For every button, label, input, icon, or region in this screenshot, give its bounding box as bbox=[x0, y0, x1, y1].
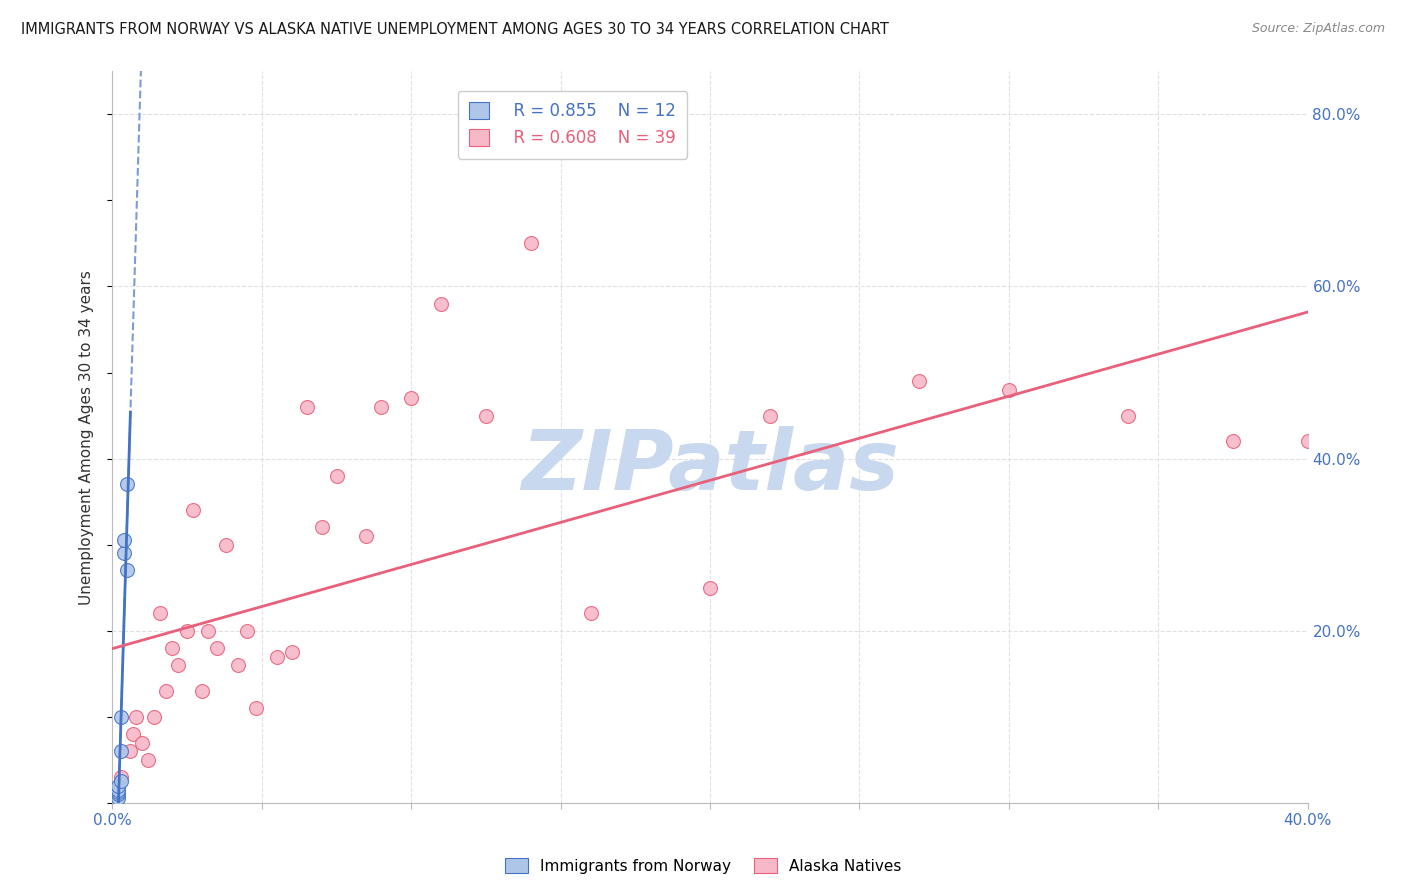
Point bbox=[167, 658, 190, 673]
Legend:   R = 0.855    N = 12,   R = 0.608    N = 39: R = 0.855 N = 12, R = 0.608 N = 39 bbox=[458, 91, 688, 159]
Text: Source: ZipAtlas.com: Source: ZipAtlas.com bbox=[1251, 22, 1385, 36]
Legend: Immigrants from Norway, Alaska Natives: Immigrants from Norway, Alaska Natives bbox=[499, 852, 907, 880]
Point bbox=[311, 520, 333, 534]
Point bbox=[356, 529, 378, 543]
Point bbox=[114, 533, 135, 548]
Point bbox=[295, 400, 318, 414]
Point bbox=[107, 787, 129, 801]
Point bbox=[998, 383, 1021, 397]
Point bbox=[215, 538, 238, 552]
Point bbox=[110, 710, 132, 724]
Point bbox=[401, 392, 423, 406]
Point bbox=[197, 624, 219, 638]
Point bbox=[114, 546, 135, 560]
Point bbox=[122, 727, 145, 741]
Point bbox=[117, 477, 139, 491]
Point bbox=[162, 640, 183, 655]
Point bbox=[110, 774, 132, 789]
Point bbox=[475, 409, 498, 423]
Point bbox=[370, 400, 392, 414]
Point bbox=[138, 753, 160, 767]
Point bbox=[266, 649, 288, 664]
Point bbox=[226, 658, 249, 673]
Point bbox=[125, 710, 148, 724]
Point bbox=[520, 236, 543, 251]
Point bbox=[107, 779, 129, 793]
Point bbox=[110, 744, 132, 758]
Point bbox=[908, 374, 931, 388]
Point bbox=[191, 684, 214, 698]
Point bbox=[1296, 434, 1319, 449]
Point bbox=[579, 607, 602, 621]
Point bbox=[110, 770, 132, 784]
Point bbox=[107, 785, 129, 799]
Point bbox=[143, 710, 166, 724]
Point bbox=[155, 684, 177, 698]
Point bbox=[176, 624, 198, 638]
Point bbox=[1222, 434, 1244, 449]
Point bbox=[205, 640, 228, 655]
Point bbox=[430, 296, 453, 310]
Point bbox=[281, 645, 304, 659]
Point bbox=[236, 624, 259, 638]
Point bbox=[245, 701, 267, 715]
Point bbox=[759, 409, 782, 423]
Point bbox=[107, 791, 129, 805]
Text: ZIPatlas: ZIPatlas bbox=[522, 425, 898, 507]
Point bbox=[107, 783, 129, 797]
Point bbox=[131, 735, 153, 749]
Point bbox=[699, 581, 721, 595]
Point bbox=[181, 503, 204, 517]
Point bbox=[325, 468, 347, 483]
Point bbox=[117, 564, 139, 578]
Y-axis label: Unemployment Among Ages 30 to 34 years: Unemployment Among Ages 30 to 34 years bbox=[79, 269, 94, 605]
Point bbox=[149, 607, 172, 621]
Point bbox=[1118, 409, 1140, 423]
Text: IMMIGRANTS FROM NORWAY VS ALASKA NATIVE UNEMPLOYMENT AMONG AGES 30 TO 34 YEARS C: IMMIGRANTS FROM NORWAY VS ALASKA NATIVE … bbox=[21, 22, 889, 37]
Point bbox=[120, 744, 142, 758]
